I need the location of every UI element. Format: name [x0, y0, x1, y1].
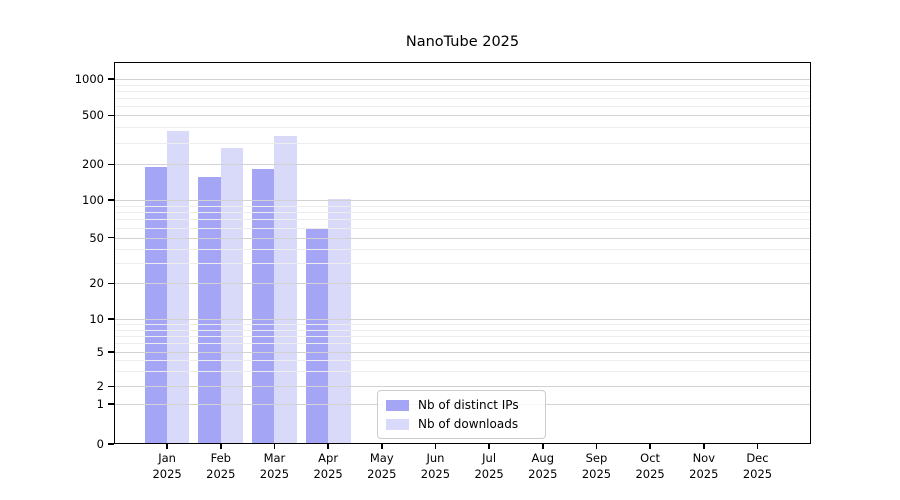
- y-tick-mark-10: [108, 318, 114, 320]
- y-tick-label-20: 20: [89, 276, 104, 291]
- x-tick-mark-sep: [595, 444, 598, 449]
- x-tick-label-feb: Feb 2025: [206, 451, 236, 481]
- gridline-50: [114, 237, 811, 239]
- gridline-200: [114, 164, 811, 166]
- gridline-900: [114, 84, 811, 86]
- bar-distinct-ips-mar: [252, 168, 275, 444]
- y-tick-mark-50: [108, 236, 114, 239]
- gridline-60: [114, 227, 811, 229]
- legend-item-downloads: Nb of downloads: [386, 417, 537, 431]
- gridline-20: [114, 283, 811, 285]
- x-tick-label-mar: Mar 2025: [259, 451, 290, 481]
- x-tick-mark-dec: [756, 444, 759, 449]
- y-tick-mark-500: [108, 114, 114, 117]
- x-tick-label-oct: Oct 2025: [635, 451, 665, 481]
- bar-downloads-mar: [274, 136, 297, 444]
- y-tick-label-100: 100: [82, 193, 104, 207]
- y-tick-mark-100: [108, 199, 114, 201]
- x-tick-mark-may: [381, 444, 383, 449]
- x-tick-label-jan: Jan 2025: [152, 451, 182, 481]
- gridline-300: [114, 142, 811, 144]
- y-tick-mark-200: [108, 163, 114, 166]
- legend: Nb of distinct IPs Nb of downloads: [377, 390, 546, 439]
- y-tick-label-10: 10: [89, 312, 104, 326]
- y-tick-label-5: 5: [96, 345, 104, 359]
- y-tick-mark-20: [108, 282, 114, 285]
- legend-swatch-distinct-ips: [386, 399, 409, 411]
- gridline-700: [114, 97, 811, 99]
- gridline-600: [114, 105, 811, 107]
- bar-downloads-apr: [328, 198, 351, 444]
- gridline-80: [114, 212, 811, 214]
- legend-label-downloads: Nb of downloads: [418, 417, 519, 431]
- gridline-70: [114, 219, 811, 221]
- y-tick-label-500: 500: [82, 108, 104, 123]
- gridline-6: [114, 343, 811, 345]
- chart-title: NanoTube 2025: [405, 34, 520, 50]
- gridline-7: [114, 335, 811, 337]
- gridline-10: [114, 319, 811, 320]
- y-tick-label-200: 200: [82, 157, 104, 172]
- x-tick-mark-oct: [649, 444, 651, 449]
- gridline-30: [114, 263, 811, 265]
- gridline-5: [114, 352, 811, 353]
- x-tick-label-jun: Jun 2025: [420, 451, 451, 481]
- legend-label-distinct-ips: Nb of distinct IPs: [418, 398, 519, 412]
- x-tick-label-jul: Jul 2025: [474, 451, 504, 481]
- x-tick-mark-jan: [166, 444, 168, 449]
- legend-swatch-downloads: [386, 418, 409, 430]
- x-tick-mark-mar: [273, 444, 276, 449]
- y-tick-mark-2: [108, 385, 114, 388]
- x-tick-label-aug: Aug 2025: [528, 451, 558, 481]
- plot-area: [114, 62, 811, 444]
- bar-downloads-jan: [167, 131, 190, 444]
- x-tick-mark-feb: [220, 444, 222, 449]
- y-tick-label-0: 0: [96, 437, 104, 451]
- x-tick-mark-jul: [488, 444, 490, 449]
- bar-distinct-ips-jan: [144, 167, 168, 444]
- x-tick-mark-aug: [542, 444, 544, 449]
- x-tick-label-apr: Apr 2025: [313, 451, 343, 481]
- gridline-800: [114, 90, 811, 92]
- x-tick-label-nov: Nov 2025: [689, 451, 719, 481]
- y-tick-label-50: 50: [89, 230, 104, 245]
- x-tick-label-dec: Dec 2025: [742, 451, 773, 481]
- y-tick-mark-1: [108, 403, 114, 405]
- gridline-40: [114, 248, 811, 250]
- bar-downloads-feb: [220, 147, 244, 444]
- plot-frame: [114, 62, 811, 444]
- grid-layer: [114, 62, 811, 444]
- x-tick-mark-jun: [434, 444, 437, 449]
- gridline-8: [114, 329, 811, 331]
- y-tick-label-1: 1: [96, 397, 104, 411]
- x-tick-mark-apr: [327, 444, 329, 449]
- gridline-2: [114, 386, 811, 388]
- gridline-3: [114, 371, 811, 373]
- legend-item-distinct-ips: Nb of distinct IPs: [386, 398, 537, 412]
- y-tick-label-1000: 1000: [74, 72, 104, 86]
- gridline-9: [114, 324, 811, 326]
- gridline-1000: [114, 79, 811, 80]
- x-tick-label-may: May 2025: [367, 451, 397, 481]
- bar-distinct-ips-feb: [198, 177, 221, 444]
- gridline-90: [114, 205, 811, 207]
- x-tick-mark-nov: [703, 444, 705, 449]
- y-tick-label-2: 2: [96, 379, 104, 394]
- gridline-100: [114, 200, 811, 201]
- gridline-400: [114, 127, 811, 129]
- gridline-4: [114, 360, 811, 362]
- x-tick-label-sep: Sep 2025: [581, 451, 612, 481]
- gridline-500: [114, 115, 811, 117]
- y-tick-mark-5: [108, 351, 114, 353]
- y-tick-mark-1000: [108, 78, 114, 80]
- y-tick-mark-0: [108, 443, 114, 445]
